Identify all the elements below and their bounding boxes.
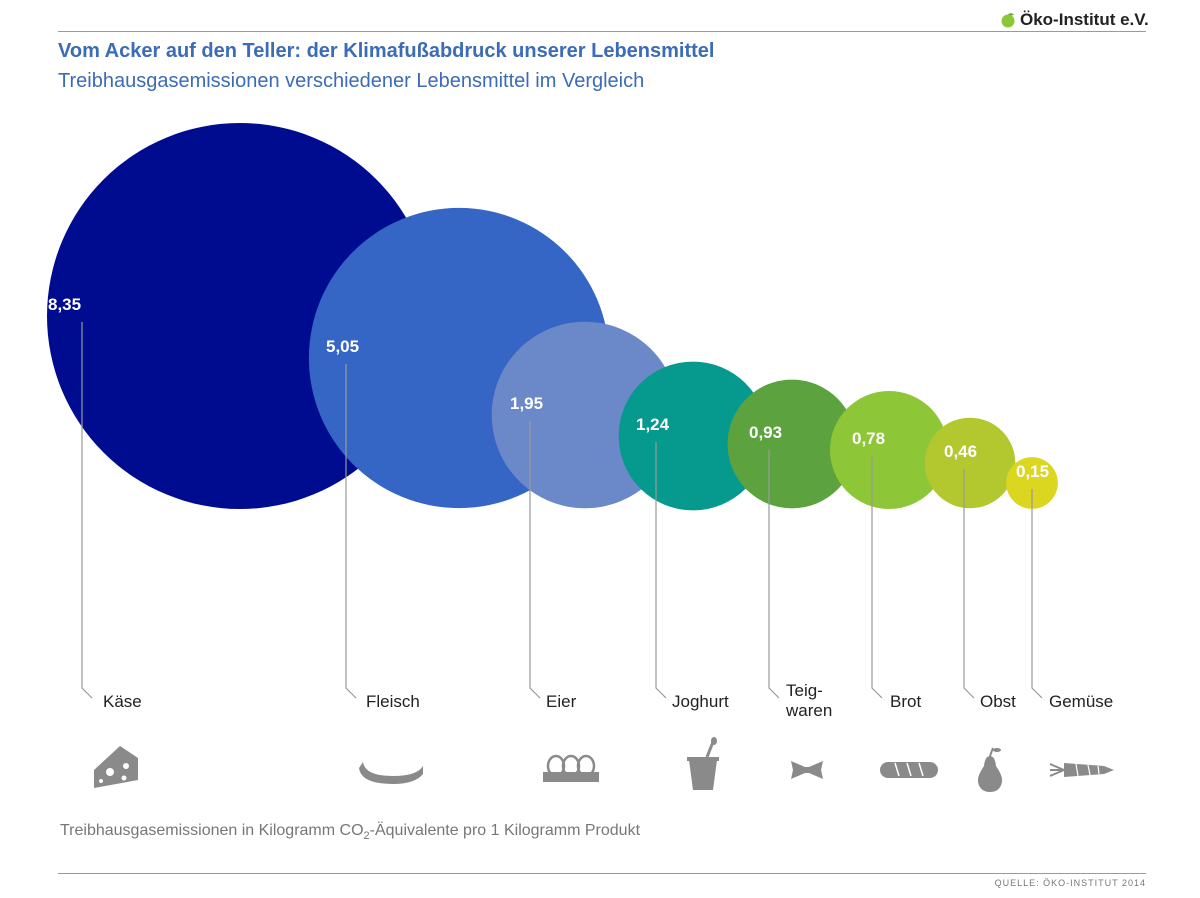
value-label-gemuese: 0,15 bbox=[1016, 462, 1049, 481]
leader-line-brot bbox=[871, 456, 883, 699]
category-label-joghurt: Joghurt bbox=[672, 692, 729, 711]
leader-line-eier bbox=[529, 421, 541, 699]
bread-icon bbox=[880, 762, 938, 778]
yoghurt-icon bbox=[687, 737, 719, 790]
chart-subtitle: Treibhausgasemissionen verschiedener Leb… bbox=[58, 70, 645, 92]
category-label-obst: Obst bbox=[980, 692, 1016, 711]
leader-line-teigwaren bbox=[768, 450, 780, 699]
footnote-sub: 2 bbox=[363, 830, 370, 843]
value-label-teigwaren: 0,93 bbox=[749, 423, 782, 442]
category-label-teigwaren-1: Teig- bbox=[786, 681, 823, 700]
leader-line-gemuese bbox=[1031, 489, 1043, 699]
sausage-icon bbox=[359, 762, 423, 784]
category-label-kaese: Käse bbox=[103, 692, 142, 711]
pear-icon bbox=[977, 747, 1003, 792]
bottom-divider bbox=[58, 873, 1146, 874]
source-note: QUELLE: ÖKO-INSTITUT 2014 bbox=[994, 878, 1146, 888]
leader-line-joghurt bbox=[655, 442, 667, 699]
chart-title: Vom Acker auf den Teller: der Klimafußab… bbox=[58, 40, 715, 62]
leaf-logo-icon bbox=[1001, 13, 1015, 28]
category-label-fleisch: Fleisch bbox=[366, 692, 420, 711]
leader-line-kaese bbox=[81, 322, 93, 699]
value-label-kaese: 8,35 bbox=[48, 295, 81, 314]
logo-text: Öko-Institut e.V. bbox=[1020, 10, 1149, 29]
pasta-icon bbox=[791, 761, 823, 779]
footnote-pre: Treibhausgasemissionen in Kilogramm CO bbox=[60, 822, 364, 839]
cheese-icon bbox=[94, 746, 138, 788]
leader-line-fleisch bbox=[345, 364, 357, 699]
category-label-eier: Eier bbox=[546, 692, 577, 711]
leader-line-obst bbox=[963, 469, 975, 699]
bubble-brot bbox=[830, 391, 948, 509]
value-label-obst: 0,46 bbox=[944, 442, 977, 461]
bubble-teigwaren bbox=[727, 379, 857, 509]
value-label-brot: 0,78 bbox=[852, 429, 885, 448]
carrot-icon bbox=[1049, 763, 1114, 777]
footnote-post: -Äquivalente pro 1 Kilogramm Produkt bbox=[369, 822, 641, 839]
value-label-fleisch: 5,05 bbox=[326, 337, 359, 356]
top-divider bbox=[58, 31, 1146, 32]
category-label-brot: Brot bbox=[890, 692, 921, 711]
eggs-icon bbox=[543, 754, 599, 782]
bubble-gemuese bbox=[1006, 457, 1058, 509]
value-label-joghurt: 1,24 bbox=[636, 415, 670, 434]
category-label-gemuese: Gemüse bbox=[1049, 692, 1113, 711]
value-label-eier: 1,95 bbox=[510, 394, 543, 413]
unit-footnote: Treibhausgasemissionen in Kilogramm CO2-… bbox=[60, 822, 640, 842]
bubble-obst bbox=[924, 417, 1016, 509]
oeko-institut-logo: Öko-Institut e.V. bbox=[1000, 10, 1149, 30]
category-label-teigwaren-2: waren bbox=[785, 701, 832, 720]
